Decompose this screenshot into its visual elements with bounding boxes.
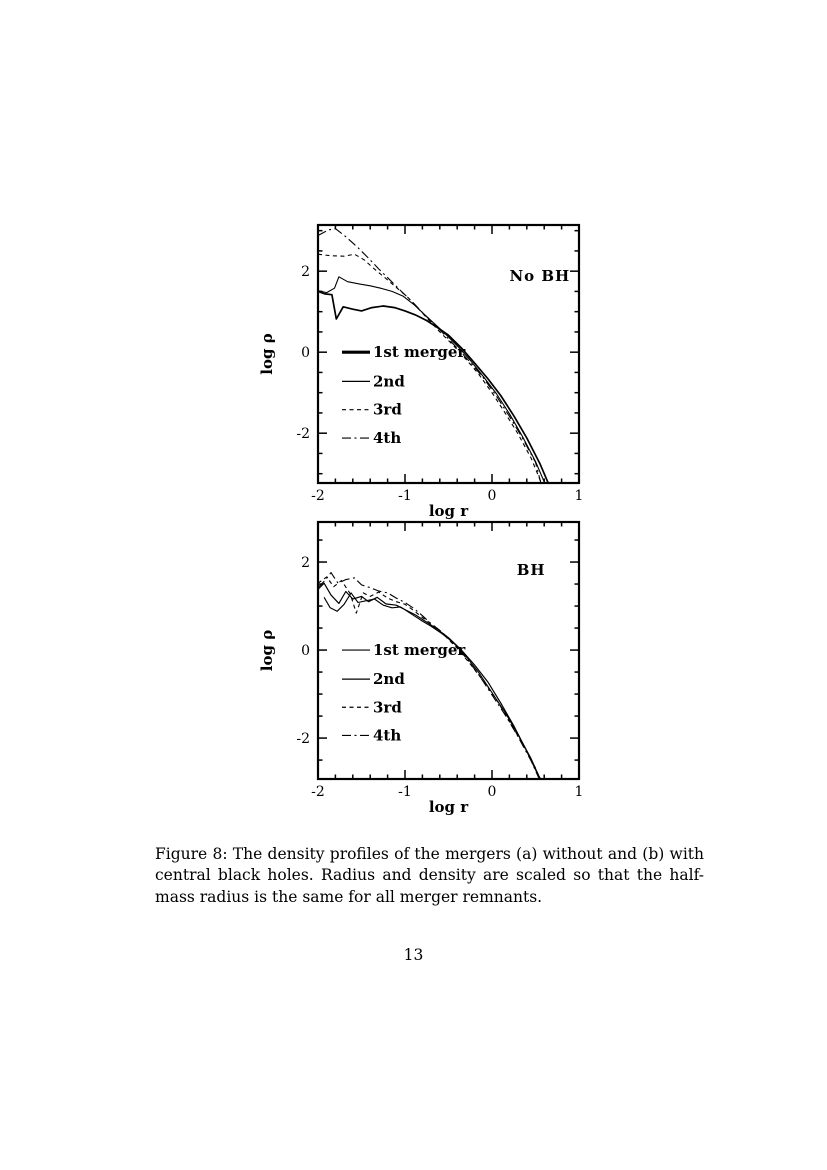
- series-line-1st-merger: [318, 290, 550, 483]
- series-line-3rd: [318, 576, 541, 779]
- panel-label-no-bh: No BH: [509, 267, 570, 285]
- x-axis-label: log r: [429, 502, 469, 520]
- x-axis-tick-label: 1: [575, 784, 584, 800]
- y-axis-tick-label: 2: [301, 264, 310, 280]
- y-axis-tick-label: -2: [296, 426, 310, 442]
- x-axis-tick-label: 0: [488, 784, 497, 800]
- figure-caption: Figure 8: The density profiles of the me…: [155, 844, 704, 906]
- legend-label-2nd: 2nd: [373, 670, 405, 688]
- y-axis-tick-label: -2: [296, 731, 310, 747]
- legend-label-3rd: 3rd: [373, 401, 402, 419]
- plot-frame: [316, 223, 581, 485]
- series-line-3rd: [318, 253, 542, 483]
- x-axis-label: log r: [429, 798, 469, 816]
- legend-label-4th: 4th: [373, 429, 401, 447]
- page-number: 13: [403, 946, 424, 964]
- x-axis-tick-label: -1: [398, 784, 412, 800]
- legend-label-1st-merger: 1st merger: [373, 641, 466, 659]
- series-line-1st-merger: [318, 582, 542, 779]
- series-line-4th: [318, 572, 540, 779]
- x-axis-tick-label: -1: [398, 488, 412, 504]
- x-axis-tick-label: 1: [575, 488, 584, 504]
- density-profile-chart-bh: -2 -1 0 1 -2 0 2 1st merger 2nd 3rd 4th BH log r log …: [258, 520, 584, 816]
- legend-label-1st-merger: 1st merger: [373, 343, 466, 361]
- series-line-4th: [318, 228, 542, 483]
- legend-label-2nd: 2nd: [373, 372, 405, 390]
- series-line-2nd: [323, 592, 541, 779]
- x-axis-tick-label: -2: [311, 784, 325, 800]
- y-axis-label: log ρ: [258, 630, 276, 671]
- x-axis-tick-label: 0: [488, 488, 497, 504]
- y-axis-tick-label: 0: [301, 643, 310, 659]
- panel-label-bh: BH: [517, 561, 546, 579]
- legend-label-3rd: 3rd: [373, 698, 402, 716]
- y-axis-tick-label: 2: [301, 555, 310, 571]
- y-axis-label: log ρ: [258, 333, 276, 374]
- legend-label-4th: 4th: [373, 726, 401, 744]
- x-axis-tick-label: -2: [311, 488, 325, 504]
- density-profile-chart-no-bh: -2 -1 0 1 -2 0 2 1st merger 2nd 3rd 4th No BH log r l…: [258, 223, 584, 520]
- y-axis-tick-label: 0: [301, 345, 310, 361]
